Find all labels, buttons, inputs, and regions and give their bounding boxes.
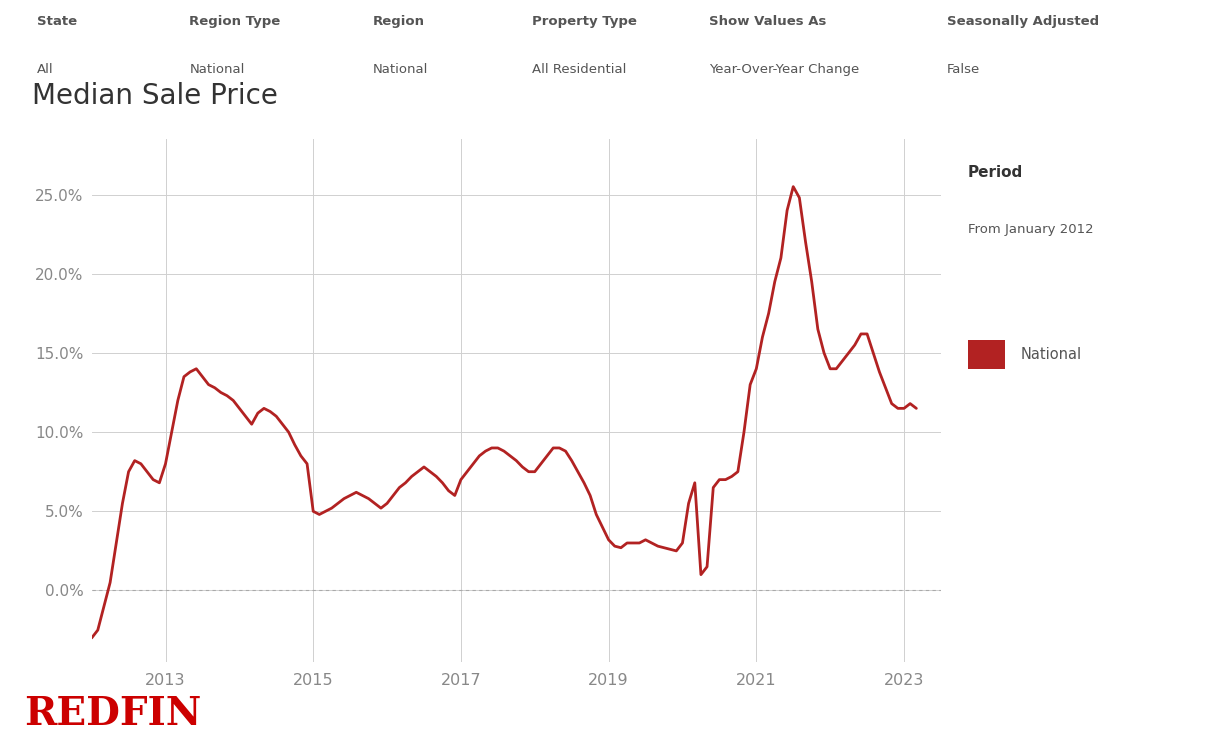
Text: Show Values As: Show Values As	[709, 15, 826, 29]
Text: REDFIN: REDFIN	[24, 696, 202, 733]
Text: Median Sale Price: Median Sale Price	[32, 83, 279, 111]
Text: Region: Region	[373, 15, 425, 29]
Text: All: All	[37, 63, 54, 76]
Text: National: National	[1020, 347, 1081, 362]
Text: Period: Period	[968, 165, 1023, 180]
Text: Seasonally Adjusted: Seasonally Adjusted	[947, 15, 1099, 29]
Text: All Residential: All Residential	[532, 63, 626, 76]
Text: Property Type: Property Type	[532, 15, 637, 29]
Text: Year-Over-Year Change: Year-Over-Year Change	[709, 63, 859, 76]
Text: National: National	[373, 63, 428, 76]
Text: From January 2012: From January 2012	[968, 223, 1094, 235]
Text: State: State	[37, 15, 77, 29]
Text: National: National	[189, 63, 244, 76]
Bar	[968, 341, 1004, 369]
Text: False: False	[947, 63, 980, 76]
Text: Region Type: Region Type	[189, 15, 281, 29]
